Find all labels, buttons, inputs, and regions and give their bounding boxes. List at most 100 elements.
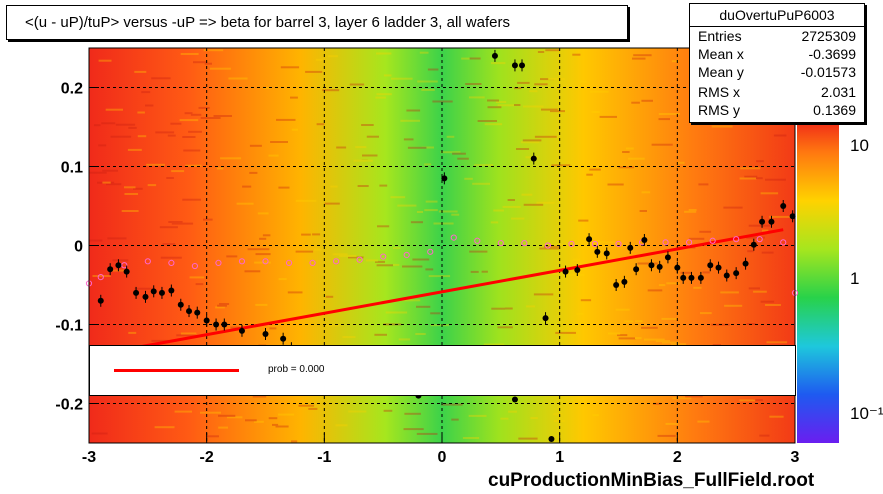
fit-line (88, 228, 784, 358)
profile-point (530, 155, 537, 162)
x-tick-label: -2 (200, 449, 214, 466)
open-marker (309, 259, 316, 266)
open-marker (521, 240, 528, 247)
color-scale-tick-label: 10 (850, 136, 869, 155)
open-marker (709, 237, 716, 244)
stats-label: Mean y (698, 64, 744, 80)
open-marker (427, 248, 434, 255)
stats-title: duOvertuPuP6003 (719, 7, 835, 23)
open-marker (756, 236, 763, 243)
chart-title-box: <(u - uP)/tuP> versus -uP => beta for ba… (6, 5, 628, 40)
profile-point (750, 241, 757, 248)
profile-point (594, 248, 601, 255)
profile-point (203, 317, 210, 324)
open-marker (474, 237, 481, 244)
color-scale-tick-label: 10⁻¹ (850, 404, 883, 423)
profile-point (158, 289, 165, 296)
profile-point (680, 274, 687, 281)
profile-point (621, 278, 628, 285)
y-tick-label: -0.1 (55, 318, 83, 335)
y-tick-label: 0.2 (61, 81, 83, 98)
profile-point (674, 264, 681, 271)
footer-filename: cuProductionMinBias_FullField.root (488, 470, 815, 491)
open-marker (591, 240, 599, 248)
profile-point (697, 274, 704, 281)
profile-point (742, 260, 749, 267)
open-marker (380, 253, 387, 260)
profile-point (221, 321, 228, 328)
profile-point (542, 315, 549, 322)
stats-value: 0.1369 (813, 102, 856, 118)
profile-point (491, 52, 498, 59)
open-marker (568, 240, 575, 248)
open-marker (615, 240, 622, 248)
stats-row-entries: Entries 2725309 (698, 28, 856, 46)
profile-point (633, 266, 640, 273)
open-marker (262, 258, 269, 265)
open-marker (238, 258, 246, 265)
profile-point (664, 254, 671, 261)
profile-point (548, 436, 555, 443)
profile-point (123, 268, 130, 275)
stats-label: RMS y (698, 102, 740, 118)
profile-point (441, 175, 448, 182)
profile-point (115, 262, 122, 269)
profile-point (107, 266, 114, 273)
profile-point (186, 308, 193, 315)
open-marker (285, 259, 293, 266)
profile-point (723, 272, 730, 279)
open-marker (97, 274, 104, 281)
open-marker (215, 259, 222, 266)
profile-point (733, 270, 740, 277)
profile-point (213, 321, 220, 328)
x-tick-label: 2 (673, 449, 682, 466)
open-marker (168, 259, 175, 266)
open-marker (686, 239, 693, 246)
stats-label: RMS x (698, 84, 740, 100)
profile-point (715, 264, 722, 271)
profile-point (648, 262, 655, 269)
profile-point (262, 330, 269, 337)
open-marker (191, 262, 198, 270)
profile-point (789, 213, 796, 220)
color-scale-bar (797, 120, 839, 443)
stats-label: Entries (698, 28, 742, 44)
y-tick-label: 0.1 (61, 160, 83, 177)
stats-row-mean-x: Mean x -0.3699 (698, 46, 856, 64)
open-marker (333, 258, 340, 265)
open-marker (780, 239, 787, 246)
open-marker (733, 236, 740, 243)
open-marker (497, 240, 504, 247)
profile-point (511, 62, 518, 69)
chart-title: <(u - uP)/tuP> versus -uP => beta for ba… (25, 14, 510, 31)
profile-point (574, 266, 581, 273)
profile-point (97, 297, 104, 304)
legend-fit-line-sample (114, 369, 239, 372)
stats-value: 2.031 (820, 84, 856, 100)
profile-point (142, 293, 149, 300)
open-marker (403, 251, 410, 259)
x-tick-label: -1 (317, 449, 331, 466)
y-tick-label: 0 (74, 239, 83, 256)
legend-box: prob = 0.000 (89, 345, 796, 396)
profile-point (238, 327, 245, 334)
profile-point (768, 218, 775, 225)
stats-value: -0.3699 (808, 46, 856, 62)
profile-point (759, 218, 766, 225)
profile-point (177, 301, 184, 308)
profile-point (780, 203, 787, 209)
profile-point (168, 287, 175, 294)
stats-value: 2725309 (801, 28, 856, 44)
x-tick-label: -3 (82, 449, 96, 466)
y-tick-label: -0.2 (55, 397, 83, 414)
stats-row-rms-x: RMS x 2.031 (698, 84, 856, 102)
profile-point (707, 262, 714, 269)
x-tick-label: 1 (555, 449, 564, 466)
profile-point (133, 289, 140, 296)
color-scale-tick-label: 1 (850, 269, 859, 288)
profile-point (586, 236, 593, 243)
stats-label: Mean x (698, 46, 744, 62)
open-marker (356, 256, 363, 263)
profile-point (656, 263, 663, 270)
open-marker (121, 262, 128, 269)
